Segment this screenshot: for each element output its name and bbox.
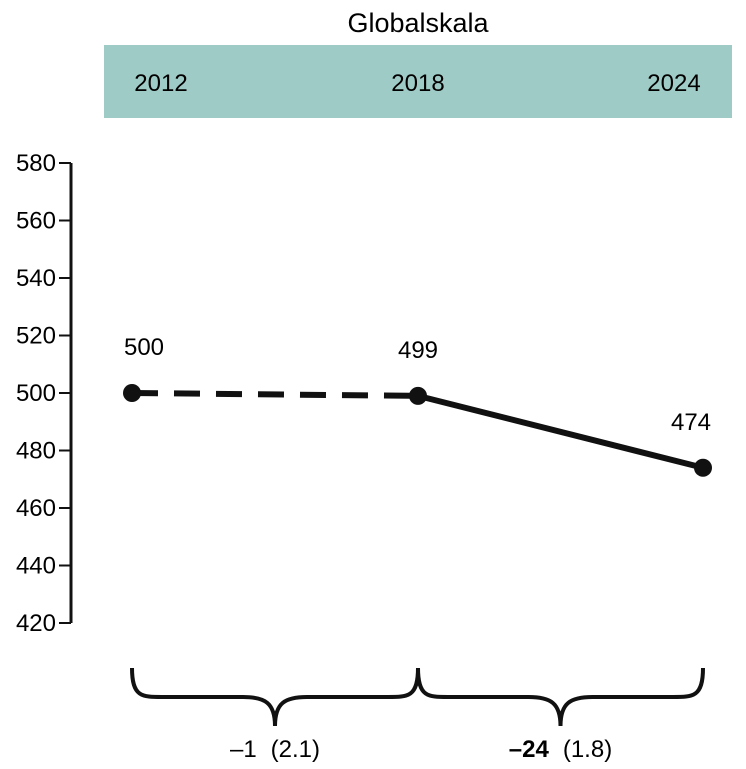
series-segment xyxy=(131,390,419,399)
y-tick-label: 440 xyxy=(16,553,56,580)
y-tick-label: 520 xyxy=(16,323,56,350)
change-label: –1 (2.1) xyxy=(230,736,320,763)
data-point xyxy=(123,384,141,402)
change-brace xyxy=(130,667,420,727)
series-segment xyxy=(417,392,704,471)
change-value: –24 xyxy=(509,736,550,763)
change-value: –1 xyxy=(230,736,257,763)
data-label: 500 xyxy=(124,334,164,361)
data-label: 474 xyxy=(671,409,711,436)
change-standard-error: (1.8) xyxy=(563,736,612,763)
data-point xyxy=(694,458,712,477)
year-label: 2012 xyxy=(134,70,187,97)
change-brace xyxy=(416,667,705,727)
change-standard-error: (2.1) xyxy=(271,736,320,763)
year-label: 2024 xyxy=(647,70,700,97)
change-label: –24 (1.8) xyxy=(509,736,612,763)
y-tick-label: 420 xyxy=(16,610,56,637)
chart-title: Globalskala xyxy=(347,8,489,38)
y-tick-label: 560 xyxy=(16,208,56,235)
year-header-band xyxy=(104,45,732,118)
y-tick-label: 580 xyxy=(16,150,56,177)
y-axis: 580 560 540 520 500 480 460 440 420 xyxy=(16,150,73,637)
y-tick-label: 460 xyxy=(16,495,56,522)
y-tick-label: 480 xyxy=(16,438,56,465)
data-label: 499 xyxy=(398,337,438,364)
y-tick-label: 500 xyxy=(16,380,56,407)
data-point xyxy=(409,386,427,405)
y-tick-label: 540 xyxy=(16,265,56,292)
year-label: 2018 xyxy=(391,70,444,97)
